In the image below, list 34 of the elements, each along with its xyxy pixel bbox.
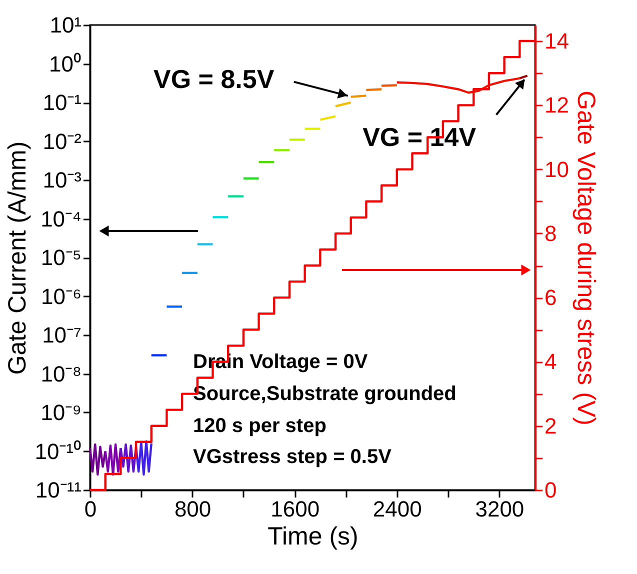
y2-tick-label: 2 [544, 413, 557, 438]
annotation: VG = 8.5V [154, 64, 275, 94]
x-tick-label: 3200 [475, 496, 524, 522]
y2-tick-label: 6 [544, 285, 557, 310]
y-tick-label: 10⁻⁹ [40, 400, 82, 425]
y-tick-label: 10⁻⁸ [40, 361, 82, 386]
y2-tick-label: 12 [544, 92, 569, 118]
x-tick-label: 0 [84, 496, 97, 522]
y2-tick-label: 0 [544, 478, 557, 502]
y-tick-label: 10⁻⁴ [40, 206, 82, 232]
x-axis-title: Time (s) [268, 522, 358, 550]
annotation: Source,Substrate grounded [193, 383, 456, 405]
y-tick-label: 10⁰ [49, 51, 82, 76]
y2-axis-title: Gate Voltage during stress (V) [572, 90, 600, 426]
x-tick-label: 2400 [372, 496, 422, 522]
y-axis-title: Gate Current (A/mm) [4, 141, 32, 375]
y-tick-label: 10⁻¹ [42, 90, 82, 115]
annotation: VG = 14V [362, 122, 477, 152]
y-tick-label: 10⁻⁶ [40, 284, 82, 309]
y-tick-label: 10⁻³ [42, 168, 82, 192]
y2-tick-label: 14 [544, 28, 569, 54]
annotation: 120 s per step [193, 415, 326, 437]
y2-tick-label: 10 [544, 156, 569, 182]
y-tick-label: 10⁻¹¹ [35, 478, 82, 502]
annotation: VGstress step = 0.5V [193, 446, 392, 468]
y-tick-label: 10⁻⁵ [40, 245, 82, 270]
y-tick-label: 10⁻¹⁰ [34, 438, 82, 464]
x-tick-label: 800 [174, 496, 212, 522]
x-tick-label: 1600 [270, 496, 320, 522]
y-tick-label: 10⁻⁷ [42, 322, 82, 348]
y2-tick-label: 4 [544, 349, 557, 374]
y-tick-label: 10¹ [50, 12, 82, 38]
y-tick-label: 10⁻² [42, 128, 82, 154]
y2-tick-label: 8 [544, 220, 557, 246]
